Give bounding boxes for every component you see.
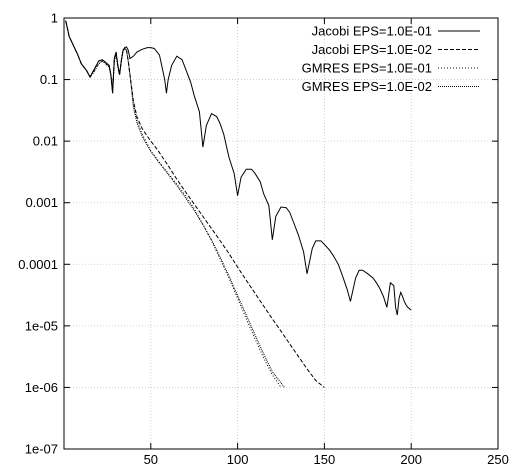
y-tick-label: 1: [51, 11, 58, 26]
x-tick-label: 50: [144, 452, 158, 467]
x-tick-label: 150: [314, 452, 336, 467]
plot-frame: [63, 17, 499, 450]
legend-label: Jacobi EPS=1.0E-02: [312, 42, 432, 57]
y-tick-label: 1e-07: [25, 442, 58, 457]
axis-ticks: [64, 17, 499, 450]
y-tick-label: 1e-06: [25, 380, 58, 395]
x-tick-label: 250: [487, 452, 509, 467]
y-tick-label: 1e-05: [25, 318, 58, 333]
legend: Jacobi EPS=1.0E-01 Jacobi EPS=1.0E-02 GMRE…: [302, 24, 480, 94]
legend-label: GMRES EPS=1.0E-02: [302, 79, 432, 94]
legend-label: Jacobi EPS=1.0E-01: [312, 24, 432, 39]
x-axis-tick-labels: 50 100 150 200 250: [144, 452, 509, 467]
grid-lines: [64, 18, 498, 449]
series-line-3: [65, 20, 282, 388]
series-line-2: [65, 20, 325, 388]
x-tick-label: 100: [227, 452, 249, 467]
y-tick-label: 0.01: [33, 134, 58, 149]
y-axis-tick-labels: 1 0.1 0.01 0.001 0.0001 1e-05 1e-06 1e-07: [18, 11, 58, 457]
y-tick-label: 0.1: [40, 72, 58, 87]
series-line-4: [65, 20, 285, 388]
legend-label: GMRES EPS=1.0E-01: [302, 61, 432, 76]
y-tick-label: 0.0001: [18, 257, 58, 272]
x-tick-label: 200: [400, 452, 422, 467]
series-layer: [65, 20, 412, 388]
y-tick-label: 0.001: [25, 195, 58, 210]
